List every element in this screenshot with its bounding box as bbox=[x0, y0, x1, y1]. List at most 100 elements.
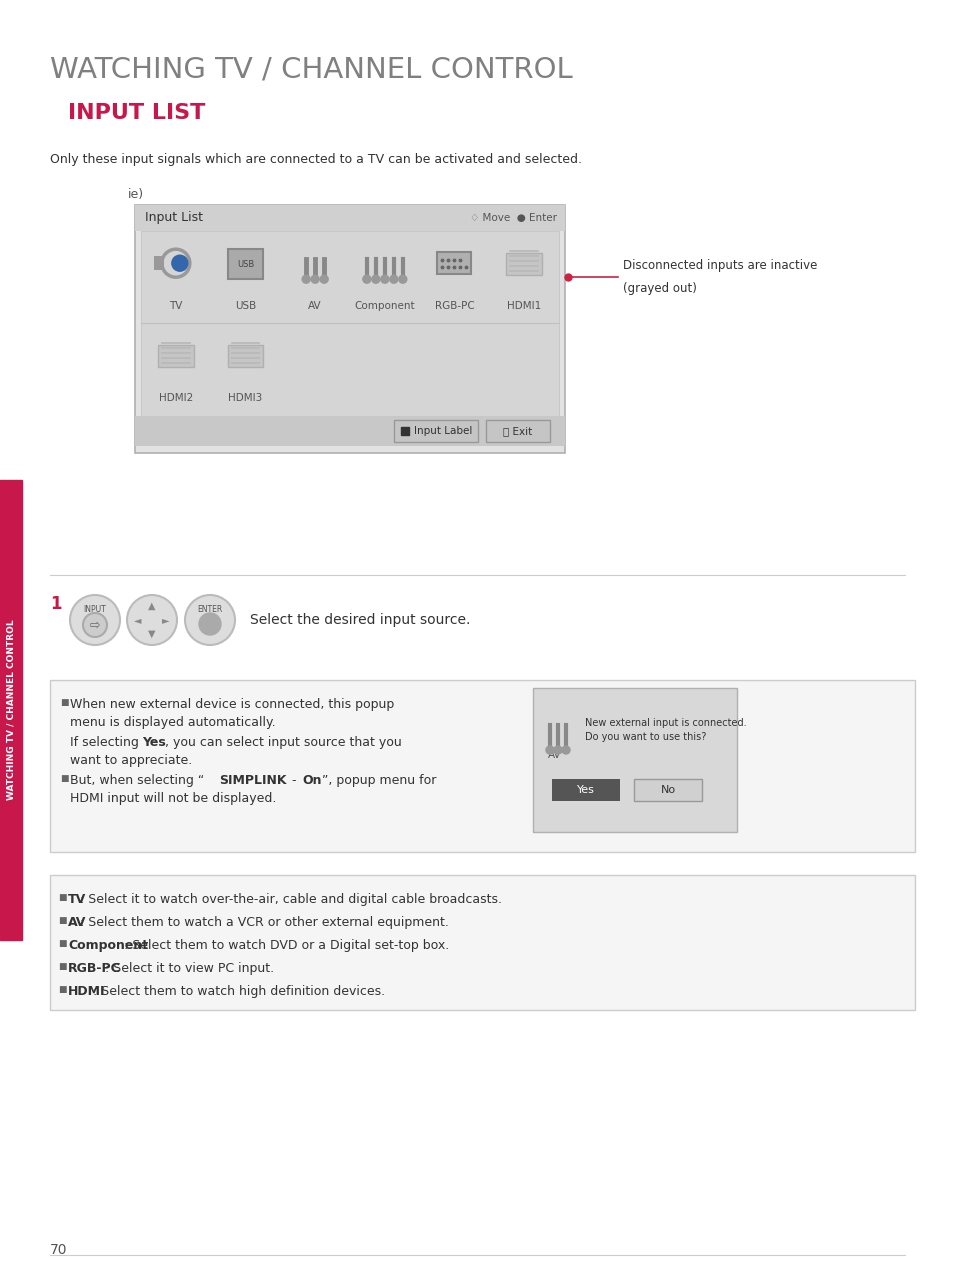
FancyBboxPatch shape bbox=[157, 345, 193, 368]
FancyBboxPatch shape bbox=[135, 205, 564, 453]
Text: TV: TV bbox=[169, 301, 182, 312]
Circle shape bbox=[554, 745, 561, 754]
Text: Do you want to use this?: Do you want to use this? bbox=[584, 731, 705, 742]
Circle shape bbox=[545, 745, 554, 754]
Circle shape bbox=[199, 613, 221, 635]
Circle shape bbox=[127, 595, 177, 645]
Circle shape bbox=[70, 595, 120, 645]
Text: ■: ■ bbox=[58, 985, 67, 993]
Circle shape bbox=[362, 275, 371, 284]
FancyBboxPatch shape bbox=[281, 232, 349, 322]
Text: ►: ► bbox=[162, 614, 170, 625]
FancyBboxPatch shape bbox=[533, 688, 737, 832]
Text: ■: ■ bbox=[58, 939, 67, 948]
Circle shape bbox=[185, 595, 234, 645]
Text: AV: AV bbox=[68, 916, 87, 929]
Text: USB: USB bbox=[234, 301, 255, 312]
Text: WATCHING TV / CHANNEL CONTROL: WATCHING TV / CHANNEL CONTROL bbox=[50, 55, 572, 83]
Text: HDMI2: HDMI2 bbox=[158, 393, 193, 403]
Text: HDMI3: HDMI3 bbox=[228, 393, 262, 403]
Circle shape bbox=[83, 613, 107, 637]
Text: Input List: Input List bbox=[145, 211, 203, 224]
Text: Yes: Yes bbox=[142, 736, 166, 749]
Bar bbox=[400, 427, 409, 435]
Text: : Select them to watch a VCR or other external equipment.: : Select them to watch a VCR or other ex… bbox=[80, 916, 449, 929]
FancyBboxPatch shape bbox=[135, 205, 564, 232]
Text: , you can select input source that you: , you can select input source that you bbox=[165, 736, 401, 749]
Text: On: On bbox=[302, 773, 321, 787]
Circle shape bbox=[380, 275, 389, 284]
FancyBboxPatch shape bbox=[135, 416, 564, 446]
Text: ”, popup menu for: ”, popup menu for bbox=[322, 773, 436, 787]
Text: : Select it to watch over-the-air, cable and digital cable broadcasts.: : Select it to watch over-the-air, cable… bbox=[80, 893, 502, 906]
Text: -: - bbox=[288, 773, 300, 787]
Text: ■: ■ bbox=[60, 773, 69, 784]
Text: RGB-PC: RGB-PC bbox=[435, 301, 474, 312]
FancyBboxPatch shape bbox=[227, 249, 263, 279]
Circle shape bbox=[372, 275, 379, 284]
Text: USB: USB bbox=[236, 259, 253, 268]
FancyBboxPatch shape bbox=[212, 232, 279, 322]
Text: 70: 70 bbox=[50, 1243, 68, 1257]
FancyBboxPatch shape bbox=[394, 420, 477, 441]
Text: menu is displayed automatically.: menu is displayed automatically. bbox=[70, 716, 275, 729]
Text: : Select them to watch DVD or a Digital set-top box.: : Select them to watch DVD or a Digital … bbox=[124, 939, 449, 951]
FancyBboxPatch shape bbox=[351, 324, 418, 413]
Circle shape bbox=[172, 256, 188, 271]
FancyBboxPatch shape bbox=[212, 324, 279, 413]
Text: ie): ie) bbox=[128, 188, 144, 201]
Circle shape bbox=[561, 745, 569, 754]
Text: ■: ■ bbox=[58, 893, 67, 902]
Text: WATCHING TV / CHANNEL CONTROL: WATCHING TV / CHANNEL CONTROL bbox=[7, 619, 15, 800]
Text: ♢ Move  ● Enter: ♢ Move ● Enter bbox=[470, 212, 557, 223]
FancyBboxPatch shape bbox=[634, 778, 701, 801]
Text: 1: 1 bbox=[50, 595, 61, 613]
FancyBboxPatch shape bbox=[490, 324, 558, 413]
FancyBboxPatch shape bbox=[506, 253, 541, 275]
FancyBboxPatch shape bbox=[281, 324, 349, 413]
Text: AV: AV bbox=[308, 301, 322, 312]
Text: INPUT LIST: INPUT LIST bbox=[68, 103, 205, 123]
Text: ■: ■ bbox=[60, 698, 69, 707]
Text: 🔓 Exit: 🔓 Exit bbox=[503, 426, 532, 436]
FancyBboxPatch shape bbox=[141, 232, 558, 416]
Text: Only these input signals which are connected to a TV can be activated and select: Only these input signals which are conne… bbox=[50, 153, 581, 167]
Text: No: No bbox=[659, 785, 675, 795]
Text: HDMI1: HDMI1 bbox=[506, 301, 540, 312]
Text: Component: Component bbox=[355, 301, 415, 312]
Text: : Select them to watch high definition devices.: : Select them to watch high definition d… bbox=[92, 985, 384, 999]
Circle shape bbox=[302, 275, 310, 284]
Text: ◄: ◄ bbox=[134, 614, 142, 625]
FancyBboxPatch shape bbox=[50, 875, 914, 1010]
FancyBboxPatch shape bbox=[490, 232, 558, 322]
Text: Component: Component bbox=[68, 939, 148, 951]
Text: New external input is connected.: New external input is connected. bbox=[584, 717, 746, 728]
Text: RGB-PC: RGB-PC bbox=[68, 962, 121, 976]
Circle shape bbox=[390, 275, 397, 284]
Text: If selecting: If selecting bbox=[70, 736, 143, 749]
FancyBboxPatch shape bbox=[142, 324, 210, 413]
Text: But, when selecting “: But, when selecting “ bbox=[70, 773, 204, 787]
FancyBboxPatch shape bbox=[142, 232, 210, 322]
Text: ⇨: ⇨ bbox=[90, 618, 100, 631]
Text: Yes: Yes bbox=[577, 785, 595, 795]
Text: Select the desired input source.: Select the desired input source. bbox=[250, 613, 470, 627]
Circle shape bbox=[398, 275, 406, 284]
Text: (grayed out): (grayed out) bbox=[622, 282, 696, 295]
Text: want to appreciate.: want to appreciate. bbox=[70, 754, 193, 767]
Text: Disconnected inputs are inactive: Disconnected inputs are inactive bbox=[622, 259, 817, 272]
FancyBboxPatch shape bbox=[351, 232, 418, 322]
Text: : Select it to view PC input.: : Select it to view PC input. bbox=[105, 962, 274, 976]
FancyBboxPatch shape bbox=[552, 778, 619, 801]
FancyBboxPatch shape bbox=[227, 345, 263, 368]
Text: ENTER: ENTER bbox=[197, 605, 222, 614]
Text: Input Label: Input Label bbox=[414, 426, 472, 436]
Bar bbox=[0, 480, 22, 940]
FancyBboxPatch shape bbox=[485, 420, 550, 441]
Circle shape bbox=[320, 275, 328, 284]
Text: TV: TV bbox=[68, 893, 86, 906]
Text: HDMI: HDMI bbox=[68, 985, 106, 999]
FancyBboxPatch shape bbox=[153, 256, 164, 270]
FancyBboxPatch shape bbox=[420, 232, 488, 322]
FancyBboxPatch shape bbox=[50, 681, 914, 852]
